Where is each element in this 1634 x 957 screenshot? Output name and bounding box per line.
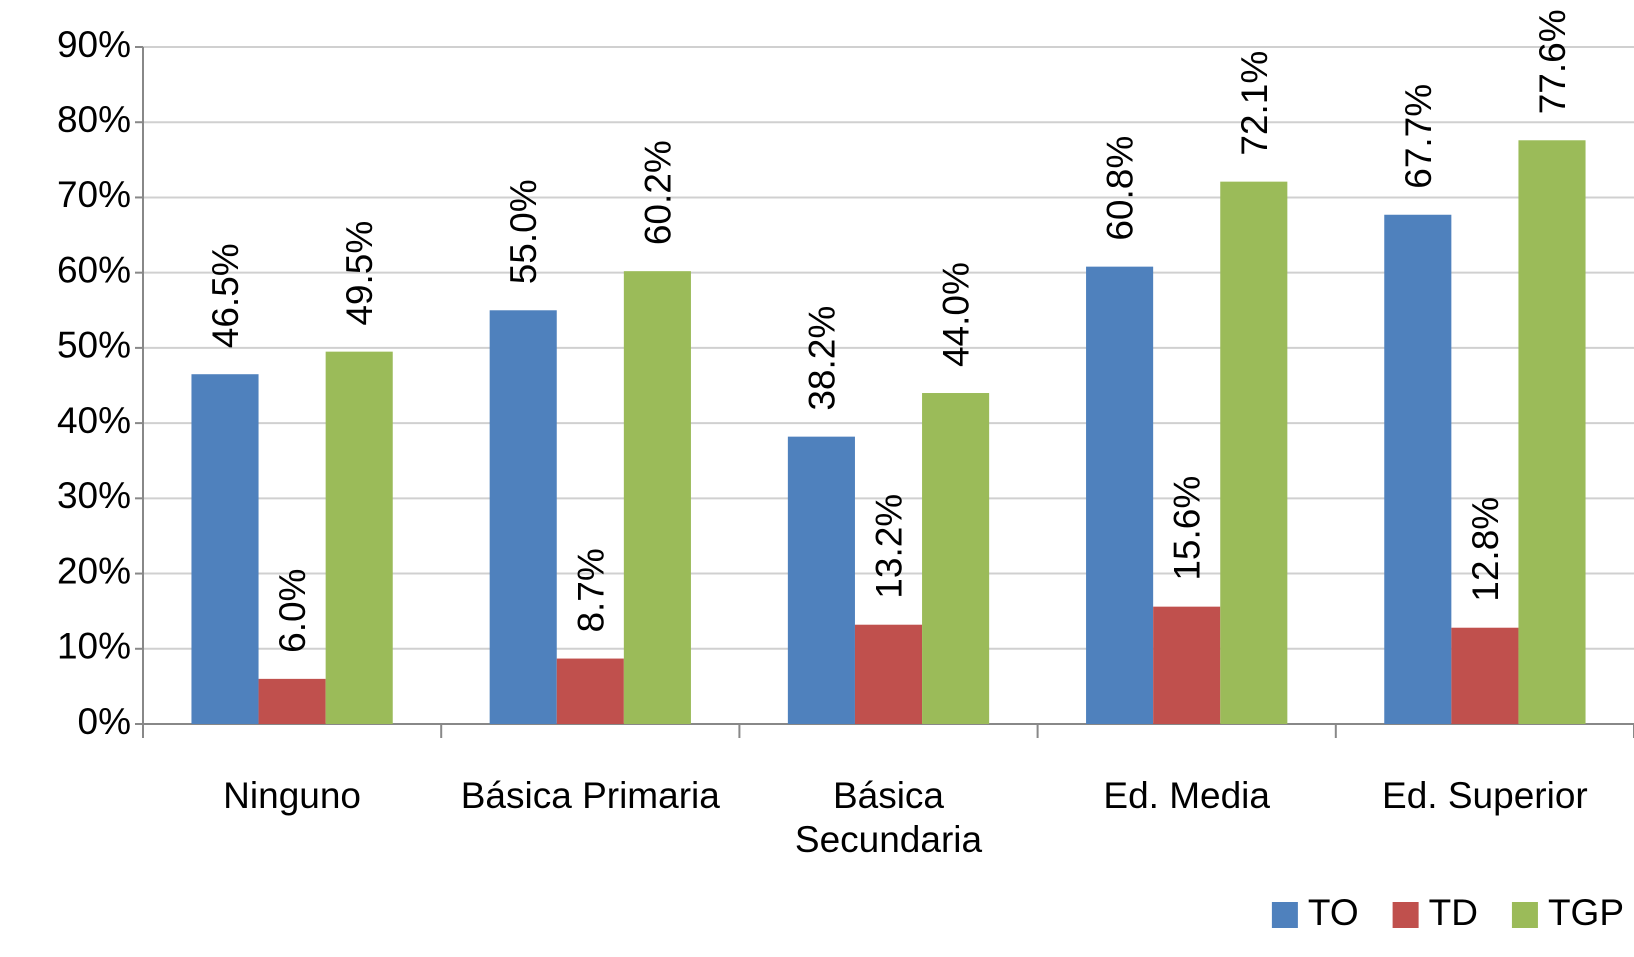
y-tick-label: 0% <box>78 701 131 742</box>
x-tick-label: Básica Primaria <box>460 775 720 816</box>
x-tick-label: Ed. Superior <box>1382 775 1588 816</box>
bar <box>1384 214 1452 725</box>
value-label: 46.5% <box>205 243 246 348</box>
y-tick-label: 50% <box>57 325 131 366</box>
value-label: 6.0% <box>272 569 313 653</box>
value-label: 60.2% <box>637 140 678 245</box>
legend-swatch <box>1392 902 1419 928</box>
bar <box>854 624 923 724</box>
x-tick-label: Ninguno <box>223 775 362 816</box>
legend-label: TD <box>1429 892 1478 933</box>
legend-swatch <box>1511 902 1538 928</box>
legend-label: TO <box>1308 892 1359 933</box>
bar <box>922 393 990 724</box>
value-label: 60.8% <box>1100 136 1141 241</box>
y-tick-label: 30% <box>57 475 131 516</box>
legend-swatch <box>1271 902 1298 928</box>
bar <box>1451 627 1519 724</box>
y-tick-label: 60% <box>57 249 131 290</box>
y-tick-label: 80% <box>57 99 131 140</box>
bar <box>1518 140 1586 724</box>
x-tick-label: Ed. Media <box>1103 775 1270 816</box>
value-label: 15.6% <box>1167 476 1208 581</box>
value-label: 49.5% <box>339 221 380 326</box>
bar <box>1086 266 1154 724</box>
bar <box>1220 181 1288 725</box>
value-label: 77.6% <box>1532 9 1573 114</box>
value-label: 12.8% <box>1465 497 1506 602</box>
bar <box>556 658 624 724</box>
y-tick-label: 10% <box>57 626 131 667</box>
value-label: 8.7% <box>570 548 611 632</box>
bar <box>787 436 855 724</box>
y-tick-label: 20% <box>57 550 131 591</box>
bar <box>1153 606 1221 724</box>
legend-label: TGP <box>1548 892 1624 933</box>
value-label: 72.1% <box>1234 51 1275 156</box>
x-tick-label: Básica Secundaria <box>794 775 983 860</box>
value-label: 55.0% <box>503 179 544 284</box>
bar <box>258 678 326 724</box>
y-tick-label: 40% <box>57 400 131 441</box>
bar <box>191 374 259 724</box>
bar <box>489 310 557 724</box>
value-label: 13.2% <box>869 494 910 599</box>
value-label: 44.0% <box>936 262 977 367</box>
y-tick-label: 70% <box>57 174 131 215</box>
bar <box>325 351 393 724</box>
y-tick-label: 90% <box>57 24 131 65</box>
value-label: 38.2% <box>801 306 842 411</box>
bar <box>623 271 691 724</box>
value-label: 67.7% <box>1398 84 1439 189</box>
